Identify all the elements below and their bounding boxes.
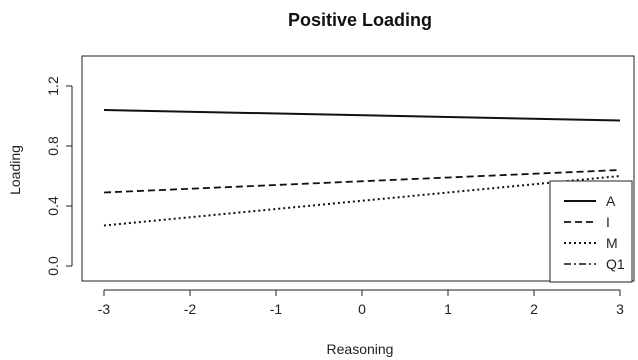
x-tick-label: 0 xyxy=(358,301,366,317)
x-tick-label: 3 xyxy=(616,301,624,317)
legend-label-q1: Q1 xyxy=(606,256,625,272)
legend: AIM Q1 xyxy=(549,180,633,283)
series-line-m xyxy=(103,175,621,227)
y-tick-label: 0.8 xyxy=(45,136,61,156)
y-axis: 0.0 0.4 0.8 1.2 xyxy=(45,76,73,276)
y-tick-label: 0.4 xyxy=(45,196,61,216)
series-layer xyxy=(103,109,621,227)
x-tick-label: -3 xyxy=(98,301,111,317)
x-tick-label: -2 xyxy=(184,301,197,317)
legend-label-i: I xyxy=(606,214,610,230)
y-tick-label: 1.2 xyxy=(45,76,61,96)
legend-box xyxy=(549,180,633,283)
legend-label-a: A xyxy=(606,193,616,209)
plot-frame xyxy=(81,55,635,282)
y-tick-label: 0.0 xyxy=(45,256,61,276)
x-tick-label: -1 xyxy=(270,301,283,317)
y-axis-label: Loading xyxy=(7,145,23,195)
x-tick-label: 1 xyxy=(444,301,452,317)
x-tick-label: 2 xyxy=(530,301,538,317)
chart-title: Positive Loading xyxy=(288,10,432,30)
x-axis-label: Reasoning xyxy=(327,341,394,357)
x-axis: -3 -2 -1 0 1 2 3 xyxy=(98,289,624,317)
series-line-i xyxy=(103,169,621,194)
series-line-a xyxy=(103,109,621,122)
legend-label-m: M xyxy=(606,235,618,251)
